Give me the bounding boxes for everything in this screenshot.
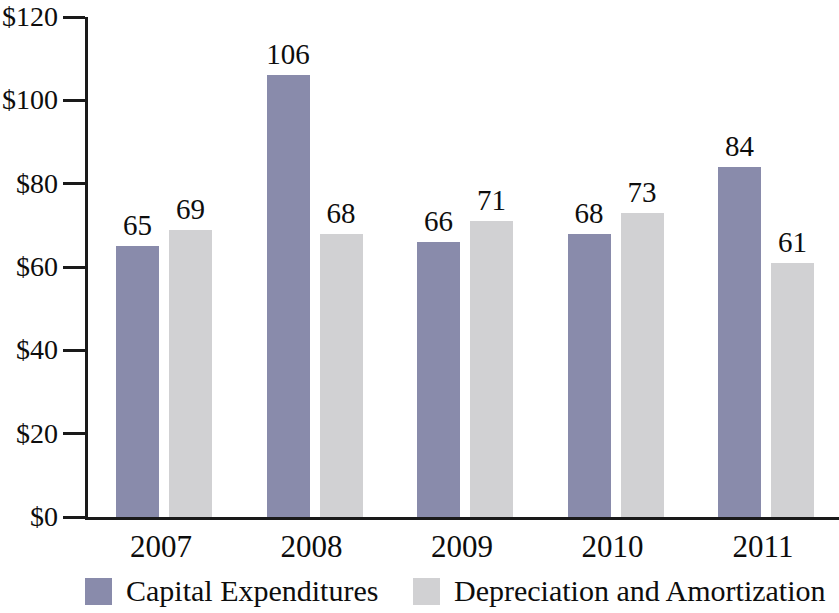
- bar-depreciation-and-amortization-2009: [470, 221, 513, 517]
- y-axis-tick-60: [63, 266, 85, 269]
- x-axis-label-2009: 2009: [387, 530, 537, 564]
- value-label-depreciation-and-amortization-2009: 71: [455, 185, 528, 215]
- y-axis-tick-0: [63, 516, 85, 519]
- y-axis-label-80: $80: [0, 168, 58, 200]
- value-label-depreciation-and-amortization-2008: 68: [305, 198, 378, 228]
- value-label-capital-expenditures-2008: 106: [252, 39, 325, 69]
- x-axis-label-2007: 2007: [86, 530, 236, 564]
- y-axis-label-100: $100: [0, 84, 58, 116]
- bar-depreciation-and-amortization-2007: [169, 230, 212, 518]
- bar-capital-expenditures-2010: [568, 234, 611, 517]
- legend-item-depreciation-and-amortization: Depreciation and Amortization: [413, 575, 826, 607]
- x-axis-label-2010: 2010: [538, 530, 688, 564]
- y-axis-tick-80: [63, 182, 85, 185]
- y-axis-label-60: $60: [0, 251, 58, 283]
- y-axis-tick-20: [63, 432, 85, 435]
- bar-chart: $0$20$40$60$80$100$120 65691066866716873…: [0, 0, 839, 613]
- value-label-depreciation-and-amortization-2007: 69: [154, 194, 227, 224]
- plot-area: 656910668667168738461: [85, 17, 839, 520]
- legend-item-capital-expenditures: Capital Expenditures: [85, 575, 378, 607]
- y-axis-label-0: $0: [0, 501, 58, 533]
- y-axis-label-40: $40: [0, 334, 58, 366]
- legend-swatch-capital-expenditures: [85, 578, 112, 605]
- bar-capital-expenditures-2009: [417, 242, 460, 517]
- bar-depreciation-and-amortization-2011: [771, 263, 814, 517]
- value-label-depreciation-and-amortization-2011: 61: [756, 227, 829, 257]
- y-axis-tick-100: [63, 99, 85, 102]
- y-axis-label-120: $120: [0, 1, 58, 33]
- y-axis-tick-40: [63, 349, 85, 352]
- value-label-capital-expenditures-2011: 84: [703, 131, 776, 161]
- bar-depreciation-and-amortization-2010: [621, 213, 664, 517]
- bar-capital-expenditures-2008: [267, 75, 310, 517]
- value-label-depreciation-and-amortization-2010: 73: [606, 177, 679, 207]
- bar-depreciation-and-amortization-2008: [320, 234, 363, 517]
- x-axis-label-2008: 2008: [237, 530, 387, 564]
- y-axis-label-20: $20: [0, 418, 58, 450]
- legend-label-capital-expenditures: Capital Expenditures: [126, 575, 378, 607]
- legend-swatch-depreciation-and-amortization: [413, 578, 440, 605]
- bar-capital-expenditures-2011: [718, 167, 761, 517]
- bar-capital-expenditures-2007: [116, 246, 159, 517]
- legend-label-depreciation-and-amortization: Depreciation and Amortization: [454, 575, 826, 607]
- x-axis-label-2011: 2011: [688, 530, 838, 564]
- y-axis-tick-120: [63, 16, 85, 19]
